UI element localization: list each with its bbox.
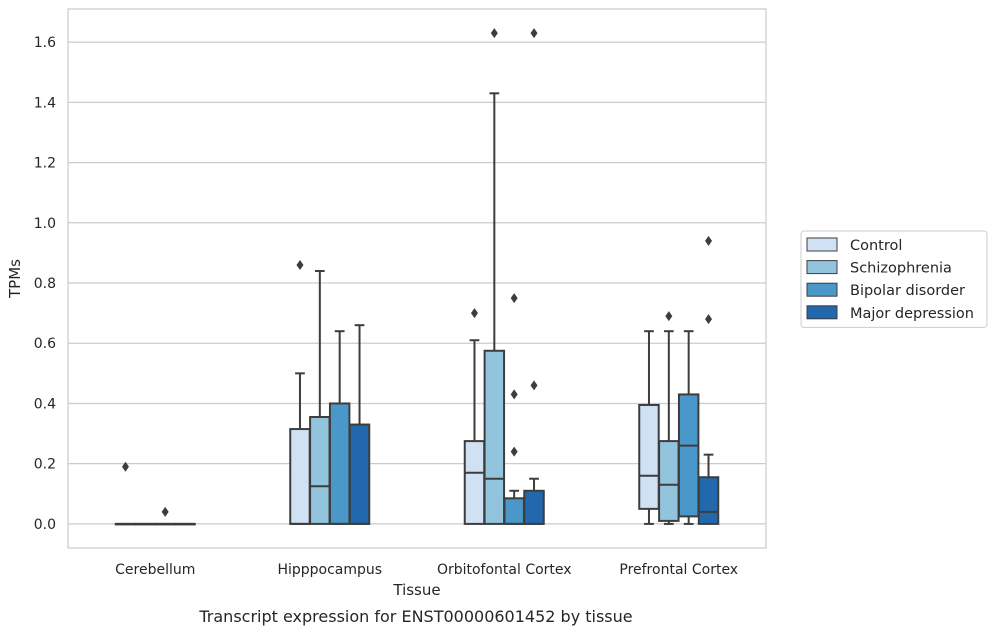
gridlines bbox=[68, 41, 766, 525]
y-axis-label: TPMs bbox=[6, 259, 24, 299]
legend-swatch bbox=[806, 237, 838, 252]
x-tick-label: Cerebellum bbox=[115, 562, 195, 578]
outlier-point bbox=[510, 293, 518, 304]
y-tick-labels: 0.0 0.2 0.4 0.6 0.8 1.0 1.2 1.4 1.6 bbox=[34, 35, 56, 533]
outlier-point bbox=[510, 389, 518, 400]
x-tick-label: Orbitofontal Cortex bbox=[437, 562, 572, 578]
plot-frame bbox=[67, 8, 767, 549]
box bbox=[483, 349, 506, 525]
y-tick-label: 0.6 bbox=[34, 336, 56, 352]
box-3-3 bbox=[697, 235, 720, 525]
y-tick-label: 1.4 bbox=[34, 95, 56, 111]
outlier-point bbox=[490, 28, 498, 39]
x-axis-label: Tissue bbox=[392, 581, 440, 599]
box-1-1 bbox=[309, 269, 331, 525]
box bbox=[463, 440, 486, 525]
legend-label: Schizophrenia bbox=[850, 261, 952, 277]
box-2-2 bbox=[503, 293, 525, 525]
box-2-3 bbox=[523, 28, 545, 525]
box bbox=[503, 497, 525, 525]
box bbox=[697, 476, 720, 525]
legend: Control Schizophrenia Bipolar disorder Majo… bbox=[800, 230, 988, 328]
x-tick-labels: Cerebellum Hipppocampus Orbitofontal Corte… bbox=[115, 562, 738, 578]
legend-swatch bbox=[806, 260, 838, 275]
outlier-point bbox=[705, 235, 713, 246]
y-tick-label: 0.2 bbox=[34, 457, 56, 473]
x-tick-label: Hipppocampus bbox=[277, 562, 382, 578]
box bbox=[638, 403, 660, 510]
box bbox=[348, 423, 371, 525]
chart-caption: Transcript expression for ENST0000060145… bbox=[198, 607, 632, 626]
outlier-point bbox=[530, 28, 538, 39]
box bbox=[289, 428, 311, 525]
legend-swatch bbox=[806, 305, 838, 320]
legend-frame bbox=[800, 230, 988, 328]
y-tick-label: 0.8 bbox=[34, 276, 56, 292]
outlier-point bbox=[665, 311, 673, 322]
outlier-point bbox=[296, 259, 304, 270]
legend-label: Bipolar disorder bbox=[850, 283, 965, 299]
box-0-0 bbox=[114, 461, 137, 526]
outlier-point bbox=[530, 380, 538, 391]
x-tick-label: Prefrontal Cortex bbox=[619, 562, 738, 578]
box-3-2 bbox=[677, 330, 700, 525]
legend-label: Control bbox=[850, 238, 902, 254]
box-0-2 bbox=[154, 506, 176, 526]
outlier-point bbox=[161, 506, 169, 517]
legend-label: Major depression bbox=[850, 306, 974, 322]
box bbox=[677, 393, 700, 518]
box bbox=[658, 440, 680, 522]
outlier-point bbox=[121, 461, 129, 472]
boxplots bbox=[114, 28, 720, 526]
legend-swatch bbox=[806, 282, 838, 297]
y-tick-label: 1.0 bbox=[34, 216, 56, 232]
box-0-1 bbox=[134, 522, 157, 526]
box bbox=[328, 402, 351, 525]
y-tick-label: 0.0 bbox=[34, 517, 56, 533]
y-tick-label: 0.4 bbox=[34, 396, 56, 412]
box-1-2 bbox=[328, 330, 351, 525]
box bbox=[523, 489, 545, 525]
box-3-0 bbox=[638, 330, 660, 525]
y-tick-label: 1.2 bbox=[34, 156, 56, 172]
box-2-0 bbox=[463, 308, 486, 525]
box-1-3 bbox=[348, 324, 371, 525]
box-0-3 bbox=[174, 522, 196, 526]
outlier-point bbox=[705, 314, 713, 325]
box-1-0 bbox=[289, 259, 311, 525]
outlier-point bbox=[470, 308, 478, 319]
y-tick-label: 1.6 bbox=[34, 35, 56, 51]
box bbox=[309, 416, 331, 525]
outlier-point bbox=[510, 446, 518, 457]
box-2-1 bbox=[483, 28, 506, 525]
